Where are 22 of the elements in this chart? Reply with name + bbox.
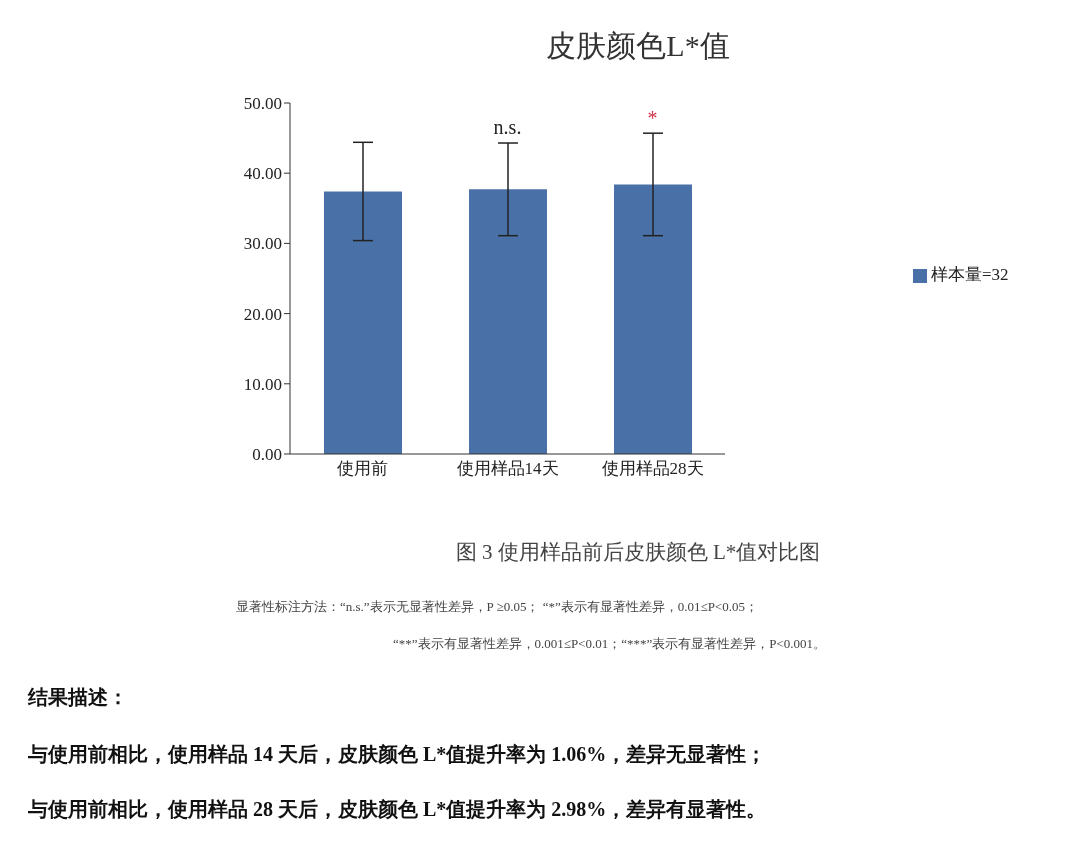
chart-title: 皮肤颜色L*值	[545, 28, 731, 64]
legend-label: 样本量=32	[931, 265, 1009, 284]
text: 结果描述：	[28, 685, 128, 710]
text: 显著性标注方法：“n.s.”表示无显著性差异，P ≥0.05； “*”表示有显著性差异，0.01≤P<0.05；	[236, 598, 758, 616]
text: 与使用前相比，使用样品 14 天后，皮肤颜色 L*值提升率为 1.06%，差异无显著性；	[28, 742, 767, 767]
bar	[324, 191, 402, 454]
y-tick-label: 50.00	[243, 94, 282, 114]
y-tick-label: 40.00	[243, 164, 282, 184]
y-tick-label: 20.00	[243, 304, 282, 324]
x-tick-label: 使用样品14天	[456, 459, 559, 479]
y-tick-label: 10.00	[243, 374, 282, 394]
bar	[469, 189, 547, 454]
y-tick-label: 30.00	[243, 234, 282, 254]
x-tick-label: 使用样品28天	[601, 459, 704, 479]
annotation: n.s.	[493, 116, 522, 139]
text: 与使用前相比，使用样品 28 天后，皮肤颜色 L*值提升率为 2.98%，差异有显著性。	[28, 797, 767, 822]
caption: 图 3 使用样品前后皮肤颜色 L*值对比图	[454, 539, 822, 566]
text: “**”表示有显著性差异，0.001≤P<0.01；“***”表示有显著性差异，P<0.001。	[393, 635, 827, 653]
bar	[614, 184, 692, 454]
y-tick-label: 0.00	[252, 445, 282, 465]
x-tick-label: 使用前	[337, 459, 388, 479]
annotation: *	[647, 107, 658, 130]
